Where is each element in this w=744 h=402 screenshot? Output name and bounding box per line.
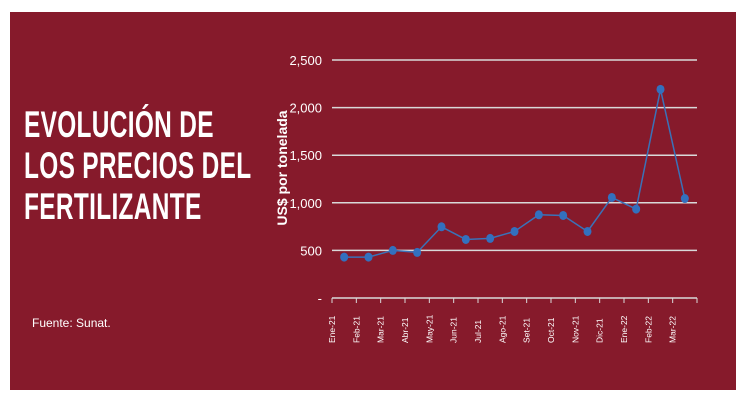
chart-panel [10, 12, 736, 390]
title-line-2: LOS PRECIOS DEL [24, 145, 252, 186]
data-point [680, 194, 689, 204]
data-point [388, 245, 397, 255]
data-point [656, 84, 665, 94]
data-point [583, 226, 592, 236]
data-point [340, 252, 349, 262]
y-tick-label: 2,500 [289, 53, 322, 68]
x-tick-label: Mar-22 [668, 316, 678, 343]
page-title: EVOLUCIÓN DE LOS PRECIOS DEL FERTILIZANT… [24, 104, 251, 227]
data-point [559, 210, 568, 220]
x-tick-label: Dic-21 [595, 318, 605, 343]
data-point [437, 222, 446, 232]
x-tick-label: Feb-21 [351, 316, 361, 343]
x-tick-label: Nov-21 [570, 315, 580, 343]
data-point [364, 252, 373, 262]
y-tick-label: 1,500 [289, 148, 322, 163]
data-point [486, 233, 495, 243]
y-tick-label: 500 [300, 243, 322, 258]
y-tick-label: 1,000 [289, 196, 322, 211]
data-point [534, 210, 543, 220]
x-tick-label: Oct-21 [546, 317, 556, 343]
x-tick-label: Jun-21 [449, 317, 459, 343]
source-note: Fuente: Sunat. [32, 316, 111, 330]
data-point [413, 247, 422, 257]
y-tick-label: - [318, 291, 322, 306]
data-point [510, 226, 519, 236]
y-tick-label: 2,000 [289, 101, 322, 116]
x-tick-label: Abr-21 [400, 317, 410, 343]
x-tick-label: Mar-21 [376, 316, 386, 343]
x-tick-label: Ago-21 [497, 315, 507, 343]
data-point [632, 204, 641, 214]
data-point [607, 192, 616, 202]
x-tick-label: Ene-22 [619, 315, 629, 343]
x-tick-label: Jul-21 [473, 320, 483, 343]
x-tick-label: Set-21 [522, 318, 532, 343]
x-tick-label: Ene-21 [327, 315, 337, 343]
y-axis-label: US$ por tonelada [274, 110, 290, 225]
x-tick-label: May-21 [424, 314, 434, 343]
data-point [461, 234, 470, 244]
title-line-1: EVOLUCIÓN DE [24, 104, 214, 145]
title-line-3: FERTILIZANTE [24, 186, 202, 227]
x-tick-label: Feb-22 [643, 316, 653, 343]
